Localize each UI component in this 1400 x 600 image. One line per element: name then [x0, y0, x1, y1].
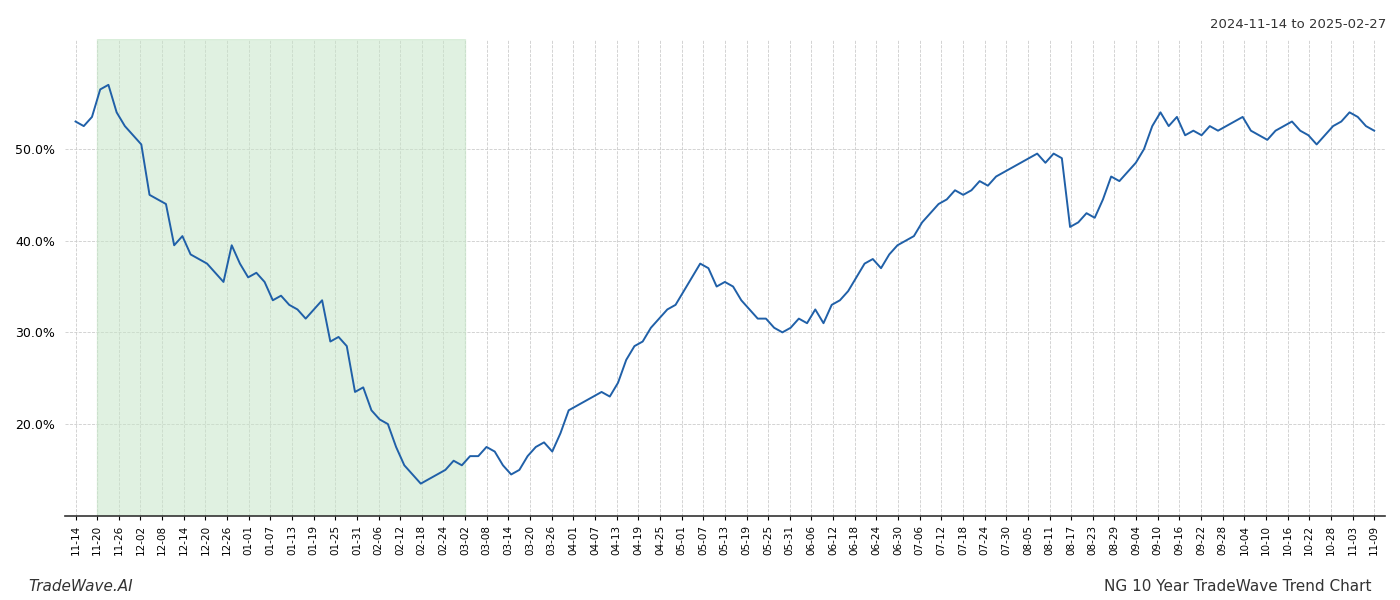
- Text: NG 10 Year TradeWave Trend Chart: NG 10 Year TradeWave Trend Chart: [1105, 579, 1372, 594]
- Bar: [97, 39, 465, 516]
- Text: TradeWave.AI: TradeWave.AI: [28, 579, 133, 594]
- Text: 2024-11-14 to 2025-02-27: 2024-11-14 to 2025-02-27: [1210, 18, 1386, 31]
